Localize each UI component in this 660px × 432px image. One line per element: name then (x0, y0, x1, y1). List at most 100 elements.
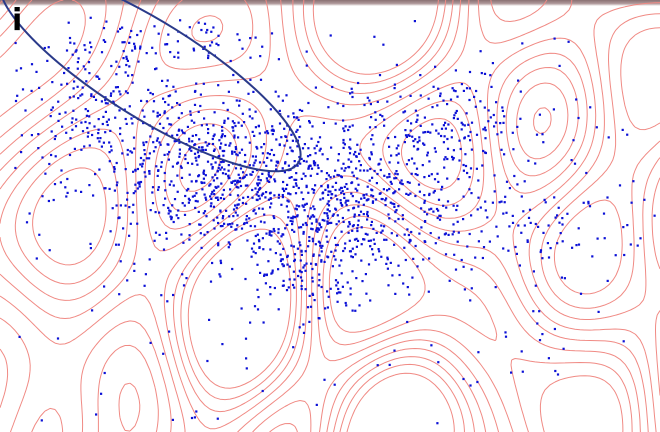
data-point-1587 (69, 137, 72, 140)
data-point-1453 (589, 106, 592, 109)
data-point-1515 (76, 85, 79, 88)
data-point-1386 (454, 90, 457, 93)
data-point-1469 (423, 176, 426, 179)
data-point-833 (377, 248, 380, 251)
data-point-950 (242, 196, 245, 199)
data-point-1706 (128, 41, 131, 44)
data-point-1043 (235, 186, 238, 189)
data-point-1536 (86, 126, 89, 130)
data-point-1824 (354, 309, 357, 312)
data-point-1698 (122, 57, 125, 60)
data-point-1795 (493, 190, 496, 193)
data-point-1926 (567, 40, 570, 43)
data-point-31 (114, 116, 117, 119)
data-point-947 (373, 169, 376, 173)
data-point-1913 (244, 337, 248, 340)
data-point-295 (232, 180, 235, 183)
data-point-1835 (253, 305, 257, 308)
data-point-453 (251, 155, 254, 158)
data-point-934 (435, 207, 439, 211)
data-point-1819 (160, 294, 163, 297)
data-point-1429 (419, 74, 422, 77)
data-point-122 (134, 190, 137, 193)
data-point-860 (289, 193, 292, 196)
data-point-29 (187, 197, 190, 200)
data-point-421 (297, 118, 300, 121)
data-point-1375 (534, 162, 537, 165)
data-point-1348 (512, 148, 515, 151)
data-point-1407 (424, 131, 427, 134)
data-point-392 (141, 162, 144, 165)
data-point-1762 (539, 249, 543, 252)
data-point-1441 (427, 97, 430, 100)
data-point-895 (250, 247, 254, 250)
data-point-1663 (121, 41, 124, 44)
data-point-912 (383, 238, 386, 241)
data-point-1444 (409, 94, 412, 97)
data-point-66 (136, 222, 139, 225)
data-point-1685 (203, 22, 207, 25)
data-point-1987 (470, 214, 473, 217)
data-point-519 (295, 172, 298, 175)
data-point-1115 (407, 193, 410, 196)
data-point-2004 (133, 269, 136, 272)
data-point-117 (181, 131, 185, 134)
data-point-1551 (126, 59, 129, 62)
data-point-785 (339, 291, 342, 294)
data-point-799 (301, 204, 304, 207)
data-point-731 (393, 203, 396, 206)
data-point-1070 (323, 212, 326, 215)
data-point-276 (180, 112, 183, 115)
ellipse-curve (0, 0, 302, 173)
data-point-76 (349, 92, 352, 95)
data-point-316 (305, 223, 308, 227)
data-point-81 (221, 172, 225, 175)
data-point-1765 (437, 236, 440, 239)
data-point-1422 (444, 127, 447, 130)
data-point-1847 (329, 34, 332, 37)
data-point-1039 (371, 176, 374, 179)
data-point-584 (233, 134, 236, 137)
data-point-505 (173, 198, 177, 201)
data-point-1248 (344, 301, 347, 305)
data-point-1374 (386, 100, 389, 103)
data-point-1647 (254, 36, 257, 39)
data-point-1468 (483, 72, 487, 75)
data-point-771 (370, 194, 373, 197)
data-point-807 (370, 151, 373, 154)
data-point-33 (167, 103, 170, 106)
data-point-1389 (437, 87, 440, 90)
data-point-349 (238, 176, 241, 180)
data-point-359 (308, 120, 311, 123)
data-point-1906 (558, 64, 561, 67)
data-point-1085 (462, 218, 465, 221)
data-point-89 (278, 109, 281, 112)
data-point-1263 (264, 282, 267, 285)
data-point-1561 (80, 148, 83, 151)
data-point-131 (203, 181, 206, 184)
data-point-307 (241, 177, 244, 180)
data-point-1891 (447, 233, 450, 236)
data-point-1272 (257, 296, 260, 299)
data-point-666 (164, 101, 167, 104)
data-point-528 (163, 180, 166, 183)
data-point-703 (383, 174, 386, 177)
data-point-1890 (270, 32, 274, 35)
data-point-1646 (249, 37, 252, 40)
data-point-1492 (434, 65, 437, 68)
data-point-1802 (470, 268, 473, 271)
data-point-1173 (386, 258, 389, 261)
data-point-413 (197, 175, 200, 178)
data-point-1394 (463, 124, 466, 127)
data-point-1861 (122, 227, 125, 230)
data-point-1616 (114, 86, 118, 89)
data-point-1787 (520, 231, 523, 234)
data-point-1024 (367, 239, 370, 242)
data-point-1686 (192, 49, 196, 52)
data-point-700 (350, 181, 353, 185)
data-point-1945 (342, 138, 345, 142)
data-point-1610 (110, 149, 113, 152)
data-point-1459 (395, 63, 398, 66)
data-point-500 (153, 239, 156, 242)
data-point-1331 (439, 94, 442, 98)
